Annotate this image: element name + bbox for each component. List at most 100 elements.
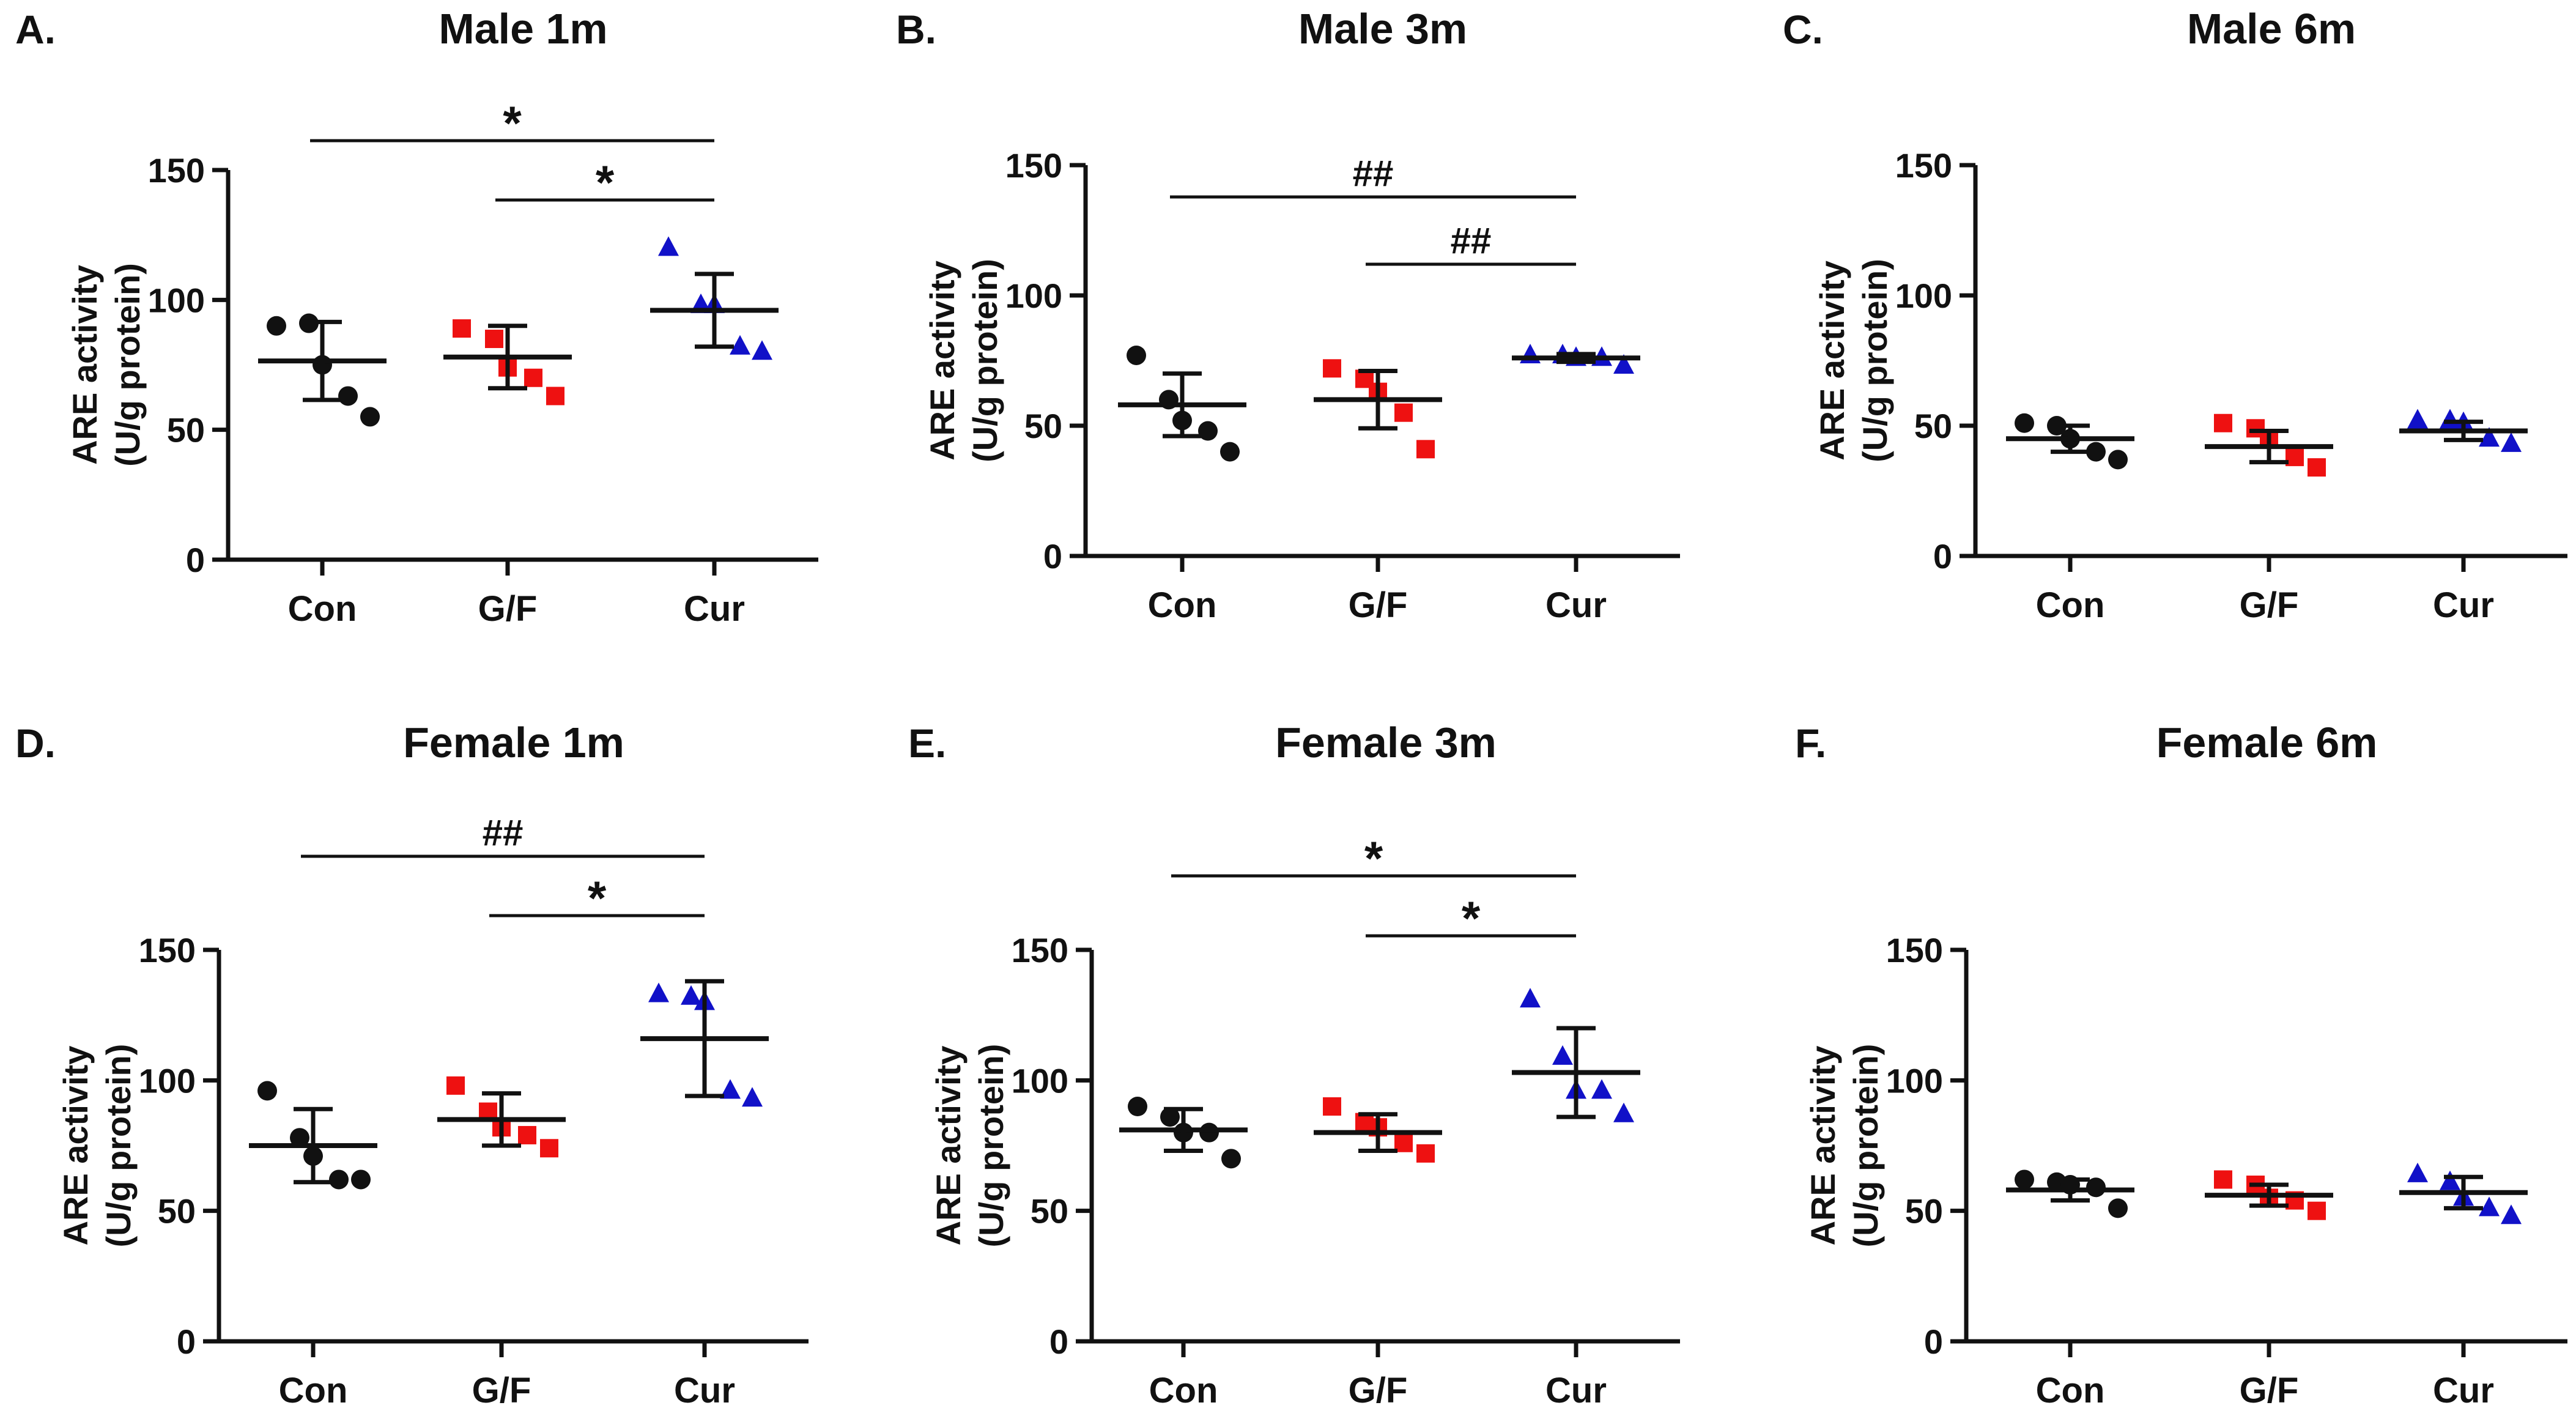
series-GF-C bbox=[2205, 413, 2333, 477]
data-point bbox=[1220, 442, 1240, 462]
data-point bbox=[546, 387, 564, 406]
x-tick-label: Cur bbox=[674, 1371, 735, 1408]
y-tick-label: 0 bbox=[1049, 1322, 1068, 1361]
panel-title: Male 1m bbox=[439, 5, 607, 53]
y-axis-label-units: (U/g protein) bbox=[1846, 1044, 1885, 1248]
data-point bbox=[658, 236, 679, 256]
y-axis-label-units: (U/g protein) bbox=[99, 1044, 138, 1248]
y-tick-label: 150 bbox=[1886, 931, 1943, 969]
x-tick-label: G/F bbox=[2240, 585, 2299, 625]
data-point bbox=[2108, 1198, 2128, 1218]
x-tick-label: Cur bbox=[2433, 1371, 2494, 1408]
data-point bbox=[2440, 1170, 2460, 1190]
panel-A: A. Male 1m 0 50 100 150 ARE activity (U/g prote… bbox=[15, 5, 818, 629]
series-GF-A bbox=[443, 319, 572, 406]
significance-label: ## bbox=[1353, 153, 1394, 194]
y-tick-label: 0 bbox=[1043, 537, 1062, 576]
data-point bbox=[257, 1081, 277, 1101]
y-axis-label: ARE activity bbox=[1813, 261, 1851, 461]
series-GF-E bbox=[1314, 1097, 1442, 1163]
x-tick-label: Con bbox=[1148, 585, 1217, 625]
series-Con-A bbox=[258, 313, 387, 427]
data-point bbox=[2308, 1201, 2326, 1220]
panel-C: C. Male 6m 0 50 100 150 ARE activity (U/g prote… bbox=[1783, 5, 2567, 625]
y-tick-label: 150 bbox=[1005, 146, 1062, 185]
series-Cur-A bbox=[650, 236, 779, 360]
y-tick-label: 50 bbox=[167, 411, 205, 450]
panel-title: Female 1m bbox=[403, 719, 624, 766]
y-axis-label-units: (U/g protein) bbox=[1856, 259, 1894, 462]
y-tick-label: 100 bbox=[1005, 276, 1062, 315]
x-tick-label: G/F bbox=[478, 589, 538, 629]
panel-letter: C. bbox=[1783, 7, 1823, 52]
x-tick-label: Cur bbox=[1545, 1371, 1607, 1408]
data-point bbox=[1394, 403, 1413, 422]
data-point bbox=[1613, 1102, 1634, 1122]
data-point bbox=[2015, 413, 2034, 433]
y-tick-label: 100 bbox=[139, 1061, 196, 1100]
series-GF-D bbox=[437, 1076, 566, 1158]
data-point bbox=[446, 1076, 465, 1095]
data-point bbox=[2015, 1169, 2034, 1190]
data-point bbox=[1127, 345, 1146, 365]
x-tick-label: Con bbox=[2036, 585, 2105, 625]
data-point bbox=[1160, 1107, 1180, 1127]
data-point bbox=[2108, 450, 2128, 470]
panel-title: Male 3m bbox=[1298, 5, 1467, 53]
y-tick-label: 100 bbox=[148, 281, 205, 319]
y-tick-label: 150 bbox=[139, 931, 196, 969]
y-axis-label-units: (U/g protein) bbox=[966, 259, 1004, 462]
y-tick-label: 50 bbox=[1914, 407, 1952, 445]
significance-label: * bbox=[588, 871, 607, 925]
y-axis-label: ARE activity bbox=[56, 1046, 95, 1246]
significance-label: * bbox=[503, 96, 522, 150]
x-tick-label: Cur bbox=[2433, 585, 2494, 625]
series-Con-D bbox=[249, 1081, 377, 1190]
panel-letter: D. bbox=[15, 721, 56, 766]
data-point bbox=[1199, 1122, 1219, 1143]
series-GF-F bbox=[2205, 1170, 2333, 1220]
data-point bbox=[518, 1125, 536, 1144]
data-point bbox=[524, 368, 542, 387]
data-point bbox=[338, 386, 358, 406]
y-tick-label: 100 bbox=[1895, 276, 1952, 315]
panel-E: E. Female 3m 0 50 100 150 ARE activity (U/g pro… bbox=[908, 719, 1680, 1408]
data-point bbox=[1323, 359, 1341, 378]
series-Cur-C bbox=[2399, 409, 2528, 452]
data-point bbox=[1416, 1144, 1435, 1163]
series-Cur-B bbox=[1512, 343, 1640, 374]
x-tick-label: Cur bbox=[1545, 585, 1607, 625]
y-axis-label: ARE activity bbox=[65, 265, 104, 465]
x-tick-label: Con bbox=[279, 1371, 348, 1408]
series-GF-B bbox=[1314, 359, 1442, 459]
panel-title: Female 6m bbox=[2156, 719, 2378, 766]
data-point bbox=[485, 330, 503, 349]
data-point bbox=[2214, 413, 2232, 432]
y-tick-label: 150 bbox=[1012, 931, 1068, 969]
data-point bbox=[360, 407, 380, 427]
data-point bbox=[1552, 1045, 1573, 1065]
x-tick-label: G/F bbox=[1349, 585, 1408, 625]
panel-letter: E. bbox=[908, 721, 946, 766]
series-Con-F bbox=[2006, 1169, 2134, 1218]
data-point bbox=[1323, 1097, 1341, 1116]
data-point bbox=[2501, 1204, 2522, 1225]
data-point bbox=[681, 985, 701, 1005]
data-point bbox=[2086, 442, 2106, 462]
panel-title: Male 6m bbox=[2187, 5, 2356, 53]
series-Cur-F bbox=[2399, 1162, 2528, 1225]
y-tick-label: 0 bbox=[1924, 1322, 1943, 1361]
series-Con-C bbox=[2006, 413, 2134, 470]
data-point bbox=[2479, 427, 2500, 447]
data-point bbox=[540, 1139, 558, 1158]
series-Con-E bbox=[1119, 1097, 1248, 1169]
data-point bbox=[1128, 1097, 1147, 1116]
data-point bbox=[2479, 1196, 2500, 1217]
data-point bbox=[752, 340, 772, 360]
panel-letter: A. bbox=[15, 7, 56, 52]
x-tick-label: Cur bbox=[684, 589, 745, 629]
panel-B: B. Male 3m 0 50 100 150 ARE activity (U/g prote… bbox=[896, 5, 1680, 625]
data-point bbox=[1591, 1079, 1612, 1099]
data-point bbox=[2214, 1170, 2232, 1189]
y-tick-label: 50 bbox=[1905, 1192, 1943, 1231]
